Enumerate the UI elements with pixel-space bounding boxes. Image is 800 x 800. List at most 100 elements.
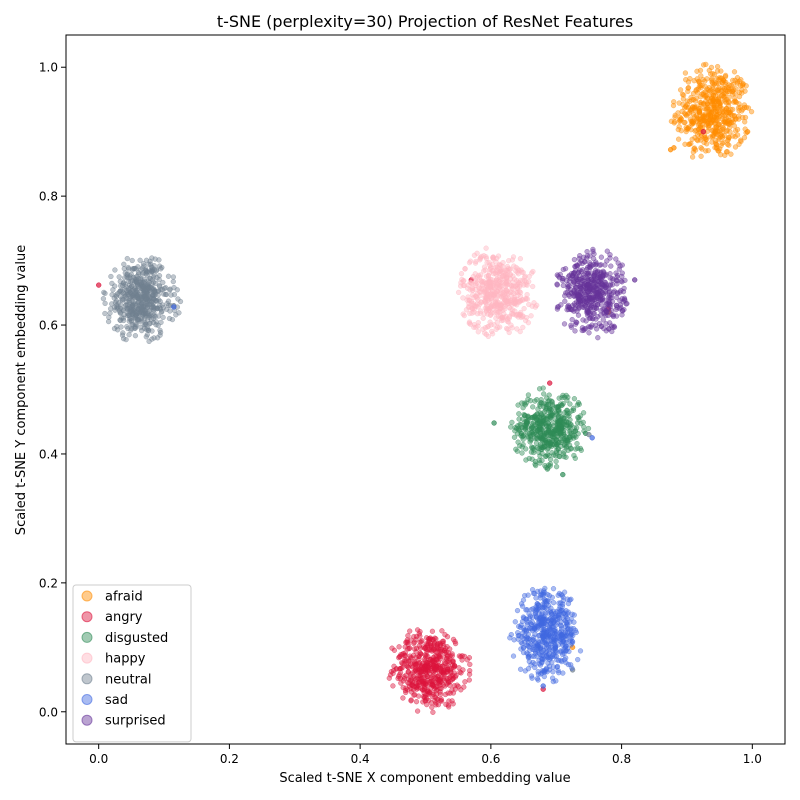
scatter-point xyxy=(532,625,538,631)
scatter-point xyxy=(176,310,182,316)
scatter-point xyxy=(533,595,539,601)
scatter-point xyxy=(603,328,609,334)
scatter-point xyxy=(535,677,541,683)
scatter-point xyxy=(417,672,423,679)
scatter-point xyxy=(507,635,513,641)
scatter-point xyxy=(510,653,517,659)
scatter-point xyxy=(452,640,459,647)
scatter-point xyxy=(473,324,479,330)
scatter-point xyxy=(563,608,569,614)
scatter-point xyxy=(672,112,678,118)
scatter-point xyxy=(444,681,450,687)
scatter-point xyxy=(107,306,114,312)
scatter-point xyxy=(523,400,529,406)
scatter-point xyxy=(722,119,728,125)
scatter-point xyxy=(549,594,555,601)
scatter-point xyxy=(718,143,724,149)
scatter-point xyxy=(117,317,123,323)
scatter-points-layer xyxy=(96,61,755,715)
scatter-point xyxy=(539,659,545,665)
scatter-point xyxy=(540,601,546,607)
scatter-point xyxy=(556,453,562,460)
scatter-point xyxy=(403,689,409,696)
y-tick-label: 0.4 xyxy=(39,447,58,461)
scatter-point xyxy=(505,326,511,332)
scatter-point xyxy=(561,589,568,595)
scatter-point xyxy=(550,420,556,426)
scatter-point xyxy=(497,324,503,330)
scatter-point xyxy=(556,413,562,419)
scatter-point xyxy=(730,91,736,97)
scatter-point xyxy=(133,266,139,272)
scatter-point xyxy=(619,262,625,268)
scatter-point xyxy=(724,96,730,103)
scatter-point xyxy=(513,289,519,296)
scatter-point xyxy=(520,405,526,411)
scatter-point xyxy=(442,632,448,638)
scatter-point xyxy=(551,637,557,643)
scatter-point xyxy=(113,292,119,298)
scatter-point xyxy=(550,586,557,592)
scatter-point xyxy=(463,307,470,313)
scatter-point xyxy=(586,287,592,293)
scatter-point xyxy=(707,117,713,123)
scatter-point xyxy=(442,645,449,652)
scatter-point xyxy=(132,333,139,339)
scatter-point xyxy=(495,292,501,298)
scatter-point xyxy=(714,68,721,74)
scatter-point xyxy=(522,668,528,674)
scatter-point xyxy=(518,277,524,284)
scatter-point xyxy=(581,274,587,281)
scatter-point xyxy=(152,256,158,262)
scatter-point xyxy=(129,257,135,264)
scatter-point xyxy=(534,601,540,607)
scatter-point xyxy=(142,321,148,327)
scatter-point xyxy=(133,312,140,318)
scatter-point xyxy=(561,650,567,656)
scatter-point xyxy=(571,279,577,285)
scatter-point xyxy=(115,304,121,310)
scatter-point xyxy=(410,652,417,659)
scatter-point xyxy=(578,447,584,453)
scatter-point xyxy=(587,253,593,259)
scatter-point xyxy=(138,304,145,310)
scatter-point xyxy=(430,664,437,671)
scatter-point xyxy=(551,630,558,637)
scatter-point xyxy=(571,396,578,402)
scatter-point xyxy=(529,456,535,462)
scatter-point xyxy=(143,296,149,302)
scatter-point xyxy=(554,281,560,287)
scatter-point xyxy=(171,304,177,310)
scatter-point xyxy=(698,153,704,159)
scatter-point xyxy=(529,444,535,450)
scatter-point xyxy=(562,298,568,304)
scatter-point xyxy=(447,690,453,696)
scatter-point xyxy=(722,112,728,119)
scatter-point xyxy=(568,596,574,602)
scatter-point xyxy=(583,291,589,298)
scatter-point xyxy=(520,324,526,331)
scatter-point xyxy=(128,315,134,322)
scatter-point xyxy=(619,270,625,276)
scatter-point xyxy=(588,324,594,330)
scatter-point xyxy=(506,315,512,321)
scatter-point xyxy=(589,435,595,441)
x-tick-label: 0.4 xyxy=(351,752,370,766)
scatter-point xyxy=(523,607,529,613)
scatter-point xyxy=(527,398,534,404)
scatter-point xyxy=(737,104,743,110)
scatter-point xyxy=(568,662,574,668)
scatter-point xyxy=(436,654,442,660)
scatter-point xyxy=(151,296,157,302)
scatter-point xyxy=(429,678,435,684)
scatter-point xyxy=(539,616,546,623)
scatter-point xyxy=(386,675,392,681)
scatter-point xyxy=(425,653,431,660)
scatter-point xyxy=(560,451,567,457)
scatter-point xyxy=(158,319,164,326)
scatter-point xyxy=(569,638,575,644)
scatter-point xyxy=(151,307,157,313)
scatter-point xyxy=(569,316,575,323)
scatter-point xyxy=(560,601,566,607)
scatter-point xyxy=(533,440,540,446)
